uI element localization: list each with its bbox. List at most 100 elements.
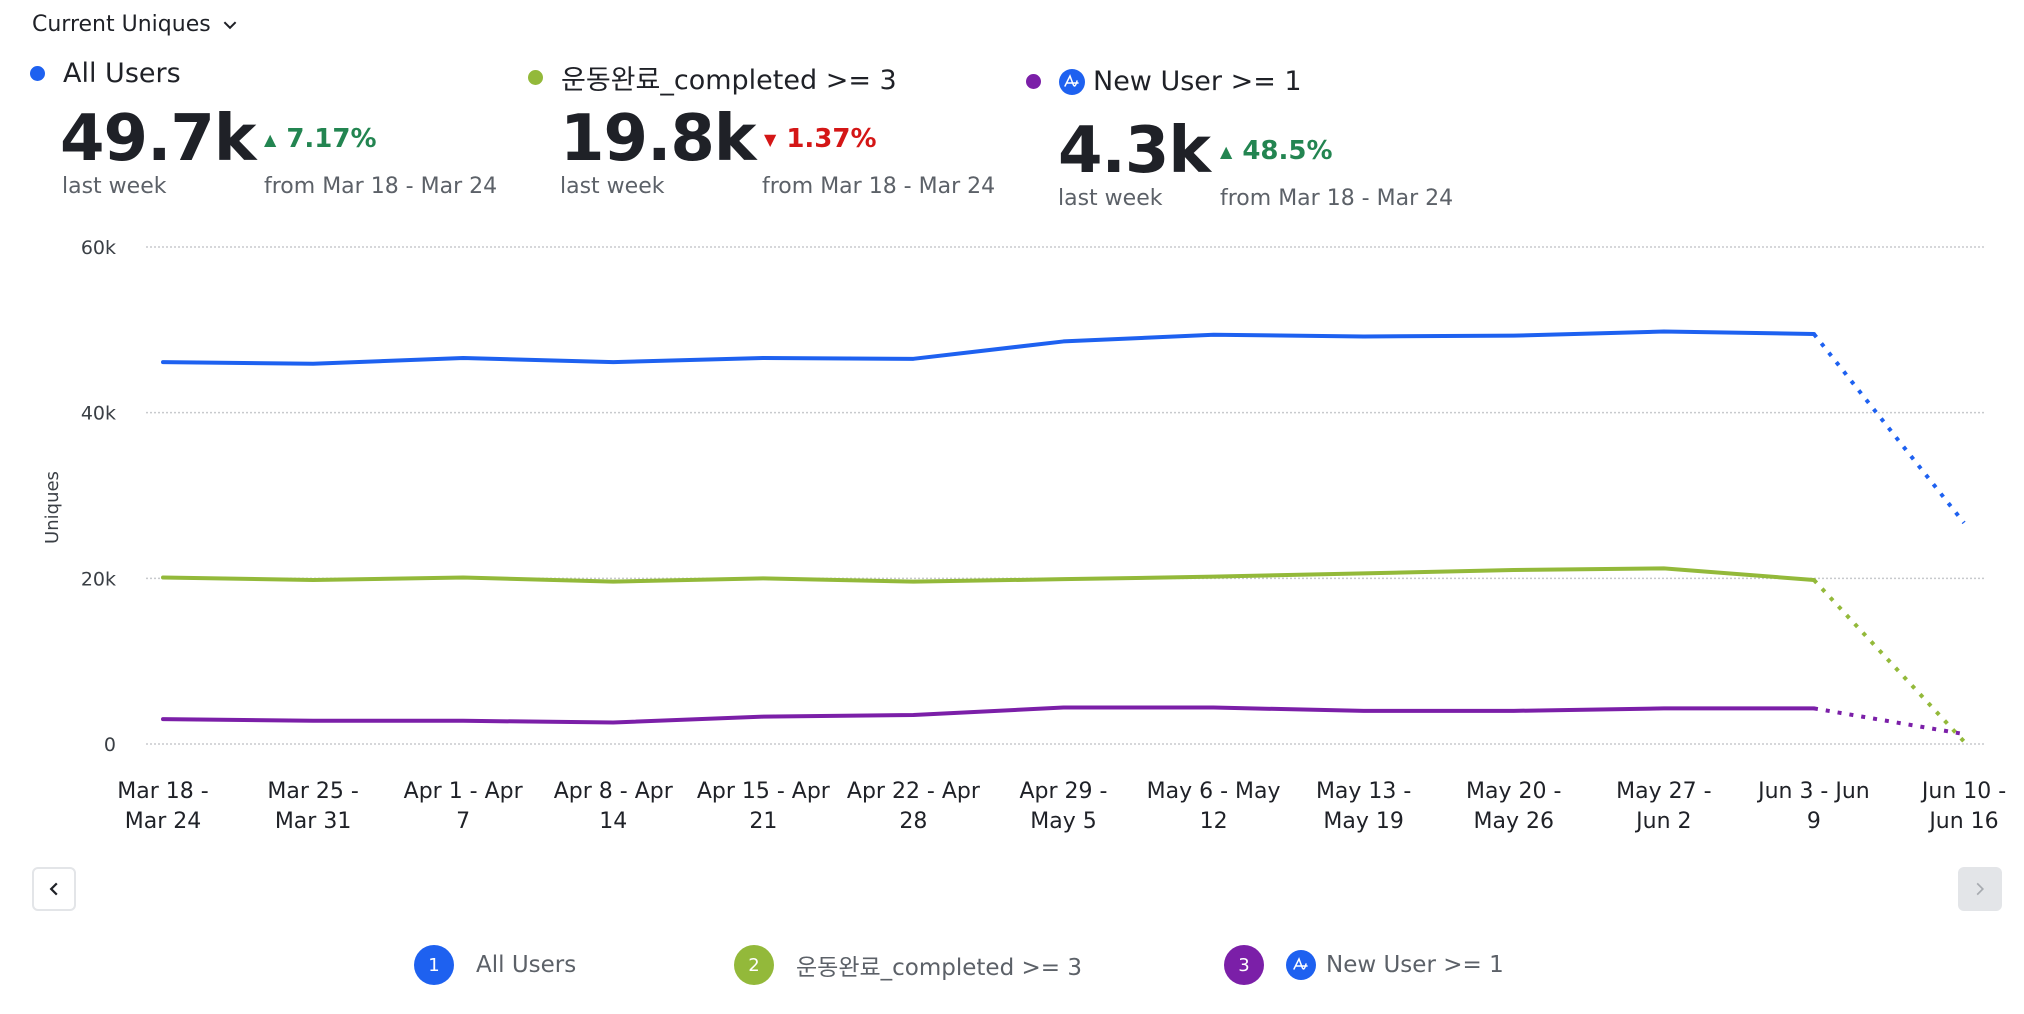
kpi-change: ▼ 1.37% <box>764 124 877 154</box>
x-tick-label: May 27 -Jun 2 <box>1616 779 1711 834</box>
data-point[interactable] <box>1808 702 1820 714</box>
x-tick-label: May 6 - May 12 <box>1147 779 1281 834</box>
series-lines <box>157 325 1970 743</box>
data-point[interactable] <box>1658 702 1670 714</box>
y-axis-label: Uniques <box>42 471 63 544</box>
kpi-label: All Users <box>63 58 181 89</box>
data-point[interactable] <box>907 576 919 588</box>
x-tick-label: Apr 22 - Apr 28 <box>847 779 981 834</box>
triangle-up-icon: ▲ <box>1220 141 1233 161</box>
amplitude-logo-icon <box>1286 950 1316 980</box>
legend-label: All Users <box>476 952 577 978</box>
data-point[interactable] <box>1208 329 1220 341</box>
y-axis-ticks: 0 20k 40k 60k <box>81 237 116 756</box>
data-point[interactable] <box>1658 562 1670 574</box>
data-point[interactable] <box>907 709 919 721</box>
data-point[interactable] <box>907 353 919 365</box>
x-tick-label: Apr 29 -May 5 <box>1020 779 1108 834</box>
legend-label: New User >= 1 <box>1326 952 1504 978</box>
data-point[interactable] <box>457 715 469 727</box>
data-point[interactable] <box>1208 571 1220 583</box>
kpi-label: 운동완료_completed >= 3 <box>561 65 897 96</box>
kpi-workout-completed: 운동완료_completed >= 3 19.8k ▼ 1.37% last we… <box>528 58 1008 208</box>
legend-index-badge: 3 <box>1224 945 1264 985</box>
data-point[interactable] <box>1958 728 1970 740</box>
data-point[interactable] <box>457 352 469 364</box>
next-page-button[interactable] <box>1958 867 2002 911</box>
y-tick-label: 40k <box>81 403 116 425</box>
legend-index-badge: 1 <box>414 945 454 985</box>
data-point[interactable] <box>757 711 769 723</box>
legend-index-badge: 2 <box>734 945 774 985</box>
data-point[interactable] <box>157 572 169 584</box>
data-point[interactable] <box>1808 328 1820 340</box>
kpi-change-value: 7.17% <box>286 124 377 154</box>
legend-label: 운동완료_completed >= 3 <box>796 955 1082 981</box>
kpi-period: last week <box>62 174 167 199</box>
series-color-dot <box>528 70 543 85</box>
data-point[interactable] <box>1208 702 1220 714</box>
data-point[interactable] <box>757 572 769 584</box>
series-line-incomplete <box>1813 706 1965 737</box>
data-point[interactable] <box>1508 705 1520 717</box>
data-point[interactable] <box>1508 330 1520 342</box>
kpi-all-users: All Users 49.7k ▲ 7.17% last week from Ma… <box>30 58 510 208</box>
data-point[interactable] <box>457 572 469 584</box>
kpi-change: ▲ 7.17% <box>264 124 377 154</box>
data-point[interactable] <box>1508 564 1520 576</box>
triangle-down-icon: ▼ <box>764 129 777 149</box>
data-point[interactable] <box>157 713 169 725</box>
kpi-label: New User >= 1 <box>1093 66 1302 97</box>
chevron-left-icon <box>49 882 58 896</box>
y-tick-label: 60k <box>81 237 116 259</box>
data-point[interactable] <box>607 576 619 588</box>
chevron-right-icon <box>1976 882 1985 896</box>
data-point[interactable] <box>1658 325 1670 337</box>
series-line-incomplete <box>1812 578 1966 743</box>
kpi-change-value: 48.5% <box>1242 136 1333 166</box>
data-point[interactable] <box>307 358 319 370</box>
kpi-value: 49.7k <box>60 102 256 176</box>
kpi-value: 4.3k <box>1058 114 1211 188</box>
metric-selector-dropdown[interactable]: Current Uniques <box>32 12 239 37</box>
triangle-up-icon: ▲ <box>264 129 277 149</box>
x-tick-label: Jun 3 - Jun 9 <box>1756 779 1870 834</box>
metric-selector-label: Current Uniques <box>32 12 211 37</box>
x-tick-label: Jun 10 -Jun 16 <box>1920 779 2006 834</box>
x-tick-label: May 13 -May 19 <box>1316 779 1411 834</box>
data-point[interactable] <box>1958 517 1970 529</box>
uniques-line-chart: 0 20k 40k 60k Uniques Mar 18 -Mar 24 Mar 25 … <box>42 237 2006 834</box>
data-point[interactable] <box>1358 330 1370 342</box>
x-tick-label: Mar 18 -Mar 24 <box>117 779 208 834</box>
data-point[interactable] <box>1058 573 1070 585</box>
data-point[interactable] <box>607 356 619 368</box>
data-point[interactable] <box>1808 574 1820 586</box>
kpi-value: 19.8k <box>560 102 756 176</box>
series-color-dot <box>1026 74 1041 89</box>
legend-item-workout-completed[interactable]: 2 운동완료_completed >= 3 <box>734 945 1082 985</box>
chevron-down-icon <box>223 20 237 29</box>
data-point[interactable] <box>607 716 619 728</box>
data-point[interactable] <box>1358 705 1370 717</box>
kpi-change-value: 1.37% <box>786 124 877 154</box>
series-line <box>161 705 1816 725</box>
previous-page-button[interactable] <box>32 867 76 911</box>
data-point[interactable] <box>1358 567 1370 579</box>
kpi-change: ▲ 48.5% <box>1220 136 1333 166</box>
legend-item-new-user[interactable]: 3 New User >= 1 <box>1224 945 1504 985</box>
data-point[interactable] <box>307 574 319 586</box>
x-tick-label: Mar 25 -Mar 31 <box>267 779 358 834</box>
kpi-comparison: from Mar 18 - Mar 24 <box>1220 186 1454 211</box>
data-point[interactable] <box>1058 335 1070 347</box>
kpi-comparison: from Mar 18 - Mar 24 <box>762 174 996 199</box>
data-point[interactable] <box>757 352 769 364</box>
kpi-period: last week <box>1058 186 1163 211</box>
legend-item-all-users[interactable]: 1 All Users <box>414 945 576 985</box>
kpi-period: last week <box>560 174 665 199</box>
amplitude-logo-icon <box>1059 68 1085 95</box>
series-line-incomplete <box>1812 332 1966 525</box>
data-point[interactable] <box>157 356 169 368</box>
data-point[interactable] <box>1058 702 1070 714</box>
data-point[interactable] <box>307 715 319 727</box>
y-tick-label: 0 <box>104 734 116 756</box>
